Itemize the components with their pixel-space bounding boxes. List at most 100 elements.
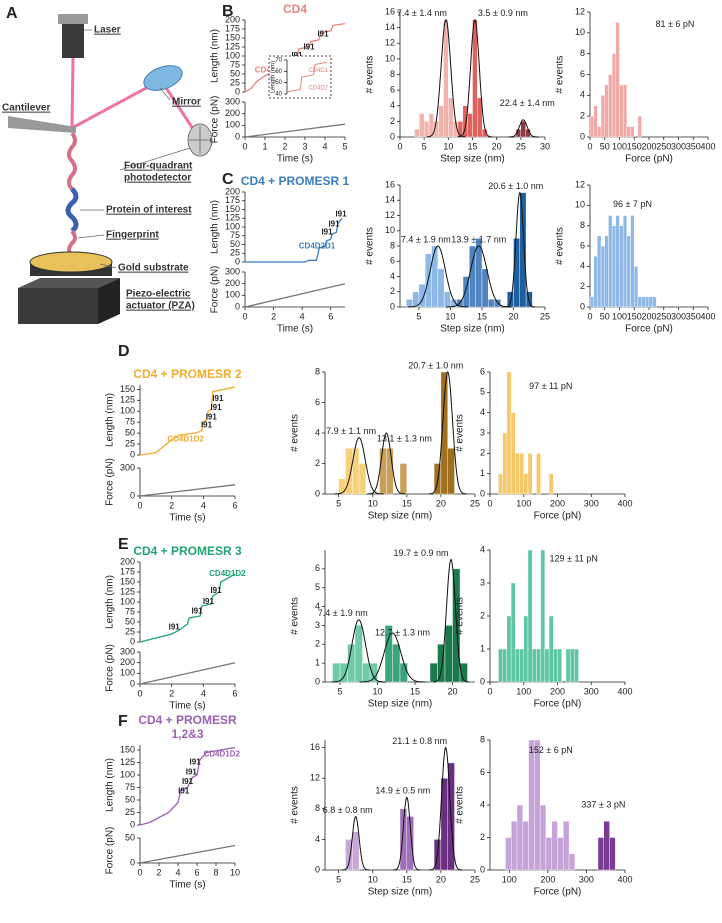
y-axis-label: Force (pN) [105, 644, 116, 692]
fit-label: 21.1 ± 0.8 nm [392, 736, 447, 746]
y-tick-label: 125 [225, 41, 240, 51]
histogram-bar [608, 74, 613, 138]
gaussian-fit [432, 558, 470, 683]
y-tick-label: 150 [225, 32, 240, 42]
panel-letter: A [6, 5, 18, 22]
histogram-bar [362, 662, 371, 683]
histogram-bar [525, 291, 533, 308]
annotation: CD4D2D1 [299, 242, 336, 251]
histogram-bar [429, 662, 438, 683]
histogram-bar [406, 816, 414, 871]
y-tick-label: 125 [120, 395, 135, 405]
y-tick-label: 12 [385, 210, 395, 220]
histogram-bar [597, 837, 604, 871]
x-tick-label: 30 [540, 141, 550, 151]
gaussian-fit [507, 119, 539, 138]
y-tick-label: 6 [390, 85, 395, 95]
trace [139, 662, 236, 685]
histogram-bar [519, 648, 524, 683]
histogram-bar [565, 648, 571, 683]
histogram-bar [545, 837, 552, 871]
y-tick-label: 50 [125, 616, 135, 626]
protein-of-interest [65, 187, 79, 233]
trace [139, 573, 236, 643]
histogram-bar [626, 235, 631, 308]
y-tick-label: 6 [580, 240, 585, 250]
histogram-bar [611, 53, 617, 138]
histogram-bar [338, 478, 346, 495]
histogram-bar [600, 95, 605, 138]
histogram-bar [519, 453, 524, 495]
trace [244, 283, 346, 308]
gaussian-fit [428, 371, 467, 495]
histogram-bar [557, 648, 562, 683]
x-tick-label: 25 [470, 498, 480, 508]
diagram-label: photodetector [124, 173, 191, 184]
y-tick-label: 0 [130, 636, 135, 646]
x-tick-label: 4 [322, 141, 327, 151]
x-tick-label: 10 [443, 141, 453, 151]
x-tick-label: 350 [686, 141, 701, 151]
y-tick-label: 14 [385, 22, 395, 32]
leader [159, 87, 171, 101]
actuator-top [18, 278, 120, 288]
x-tick-label: 400 [617, 498, 632, 508]
y-tick-label: 6 [315, 397, 320, 407]
y-tick-label: 100 [225, 120, 240, 130]
leader [77, 234, 105, 239]
histogram-bar [386, 448, 394, 495]
y-tick-label: 0 [315, 488, 320, 498]
fingerprint-chain [67, 229, 77, 257]
x-tick-label: 50 [600, 311, 610, 321]
x-tick-label: 25 [516, 141, 526, 151]
x-axis-label: Step size (nm) [440, 154, 504, 165]
histogram-bar [406, 299, 413, 308]
x-axis-label: Step size (nm) [368, 511, 432, 522]
histogram-bar [481, 268, 489, 308]
y-axis-label: Force (pN) [105, 458, 116, 506]
x-tick-label: 0 [137, 688, 142, 698]
x-tick-label: 5 [416, 311, 421, 321]
histogram-bar [548, 473, 554, 495]
y-tick-label: 150 [120, 744, 135, 754]
histogram-bar [448, 97, 454, 138]
histogram-bar [515, 453, 520, 495]
histogram-bar [619, 84, 624, 138]
histogram-bar [609, 837, 616, 871]
histogram-bar [630, 215, 635, 308]
gaussian-fit [457, 18, 493, 138]
chart-title: CD4 + PROMESR 3 [133, 544, 242, 558]
x-tick-label: 350 [686, 311, 701, 321]
x-tick-label: 100 [612, 311, 627, 321]
histogram-bar [358, 463, 367, 495]
y-tick-label: 2 [390, 116, 395, 126]
x-tick-label: 2 [271, 311, 276, 321]
histogram-bar [477, 97, 483, 138]
y-tick-label: 4 [315, 834, 320, 844]
histogram-bar [444, 625, 453, 683]
y-tick-label: 14 [385, 195, 395, 205]
actuator-side [98, 278, 120, 324]
fit-label: 7.4 ± 1.9 nm [401, 234, 451, 244]
x-axis-label: Time (s) [169, 513, 205, 524]
x-tick-label: 50 [600, 141, 610, 151]
y-tick-label: 125 [225, 213, 240, 223]
diagram: A Laser Mirror Cantilever Four-quadrant … [2, 5, 213, 324]
fit-label: 13.9 ± 1.7 nm [451, 234, 506, 244]
trace [244, 123, 346, 138]
histogram-bar [469, 245, 476, 308]
y-tick-label: 2 [480, 610, 485, 620]
x-tick-label: 0 [587, 311, 592, 321]
panel-letter: C [222, 171, 234, 188]
y-tick-label: 8 [480, 734, 485, 744]
y-axis-label: Length (nm) [271, 61, 277, 93]
histogram-bar [600, 245, 605, 308]
y-tick-label: 50 [230, 68, 240, 78]
histogram-bar [511, 821, 518, 871]
y-axis-label: Length (nm) [105, 758, 116, 812]
x-tick-label: 0 [487, 498, 492, 508]
y-tick-label: 100 [120, 769, 135, 779]
histogram-bar [544, 648, 550, 683]
y-axis-label: Length (nm) [105, 393, 116, 447]
